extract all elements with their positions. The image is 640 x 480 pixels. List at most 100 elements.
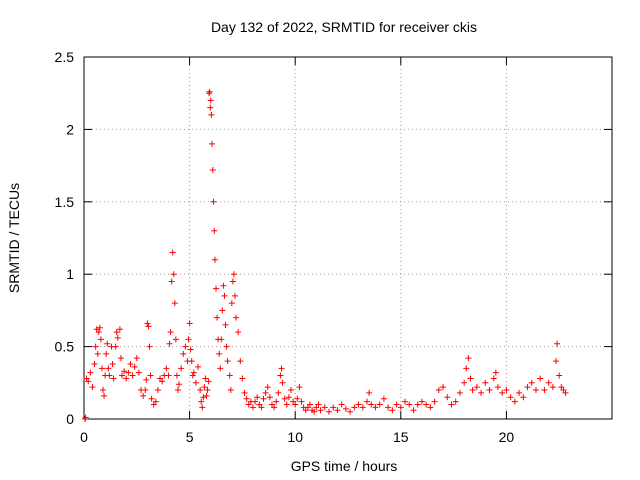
data-point (364, 398, 371, 405)
data-point (204, 387, 211, 394)
data-point (198, 398, 205, 405)
data-point (121, 368, 128, 375)
data-point (95, 329, 102, 336)
data-point (452, 398, 459, 405)
data-point (492, 369, 499, 376)
data-point (553, 358, 560, 365)
data-point (213, 285, 219, 292)
data-point (347, 408, 354, 415)
data-point (133, 355, 140, 362)
data-point (174, 387, 181, 394)
y-tick-label: 1 (66, 266, 74, 282)
data-point (292, 401, 299, 408)
data-point (216, 350, 223, 357)
data-point (296, 384, 303, 391)
data-point (188, 358, 195, 365)
data-point (541, 387, 548, 394)
data-point (218, 336, 225, 343)
data-point (260, 395, 267, 402)
data-point (146, 343, 153, 350)
data-point (372, 404, 379, 411)
data-point (230, 271, 237, 278)
data-point (273, 398, 280, 405)
data-point (258, 404, 265, 411)
data-point (435, 387, 442, 394)
data-point (92, 343, 99, 350)
data-point (385, 404, 392, 411)
y-tick-label: 2.5 (55, 49, 75, 65)
data-point (554, 340, 561, 347)
data-point (222, 321, 229, 328)
data-point (448, 401, 455, 408)
data-point (235, 329, 242, 336)
data-point (275, 389, 282, 396)
data-point (100, 387, 107, 394)
data-point (206, 90, 213, 97)
data-point (214, 314, 221, 321)
data-point (117, 355, 124, 362)
y-tick-label: 1.5 (55, 194, 75, 210)
data-point (144, 320, 151, 327)
data-point (262, 389, 269, 396)
data-point (431, 398, 438, 405)
data-point (210, 198, 217, 205)
data-point (281, 395, 288, 402)
data-point (186, 320, 193, 327)
data-point (91, 360, 98, 367)
data-point (114, 334, 121, 341)
data-point (219, 307, 226, 314)
data-point (241, 389, 248, 396)
data-point (271, 404, 278, 411)
data-point (202, 375, 209, 382)
data-point (197, 387, 204, 394)
data-point (294, 395, 301, 402)
y-tick-label: 0.5 (55, 339, 75, 355)
data-point (562, 389, 569, 396)
data-point (233, 314, 240, 321)
data-point (397, 404, 404, 411)
data-point (287, 387, 294, 394)
data-point (112, 343, 119, 350)
data-point (467, 375, 474, 382)
data-point (278, 365, 285, 372)
data-point (229, 278, 236, 285)
data-point (82, 414, 89, 421)
data-point (549, 384, 556, 391)
data-point (254, 394, 261, 401)
data-point (224, 358, 231, 365)
data-point (556, 372, 563, 379)
data-point (101, 392, 108, 399)
x-tick-label: 10 (287, 429, 303, 445)
data-point (532, 387, 539, 394)
data-point (325, 408, 332, 415)
data-point (249, 404, 256, 411)
data-point (106, 372, 113, 379)
data-point (201, 384, 208, 391)
data-point (176, 381, 183, 388)
data-point (192, 379, 199, 386)
axis-layer: 0 0.5 1 1.5 2 2.5 0 5 10 15 20 (55, 49, 612, 445)
data-point (105, 365, 112, 372)
x-tick-label: 5 (186, 429, 194, 445)
data-point (380, 395, 387, 402)
data-point (414, 401, 421, 408)
data-point (368, 401, 375, 408)
data-point (478, 389, 485, 396)
data-point (306, 401, 313, 408)
y-tick-label: 2 (66, 121, 74, 137)
data-point (172, 336, 179, 343)
data-point (123, 375, 130, 382)
x-tick-label: 20 (499, 429, 515, 445)
data-point (311, 408, 318, 415)
data-point (208, 140, 215, 147)
data-point (143, 376, 150, 383)
data-point (277, 372, 284, 379)
data-point (168, 278, 175, 285)
data-point (456, 389, 463, 396)
data-point (190, 369, 197, 376)
grid-layer (84, 57, 612, 419)
y-tick-label: 0 (66, 411, 74, 427)
data-point (98, 365, 105, 372)
data-point (169, 249, 176, 256)
